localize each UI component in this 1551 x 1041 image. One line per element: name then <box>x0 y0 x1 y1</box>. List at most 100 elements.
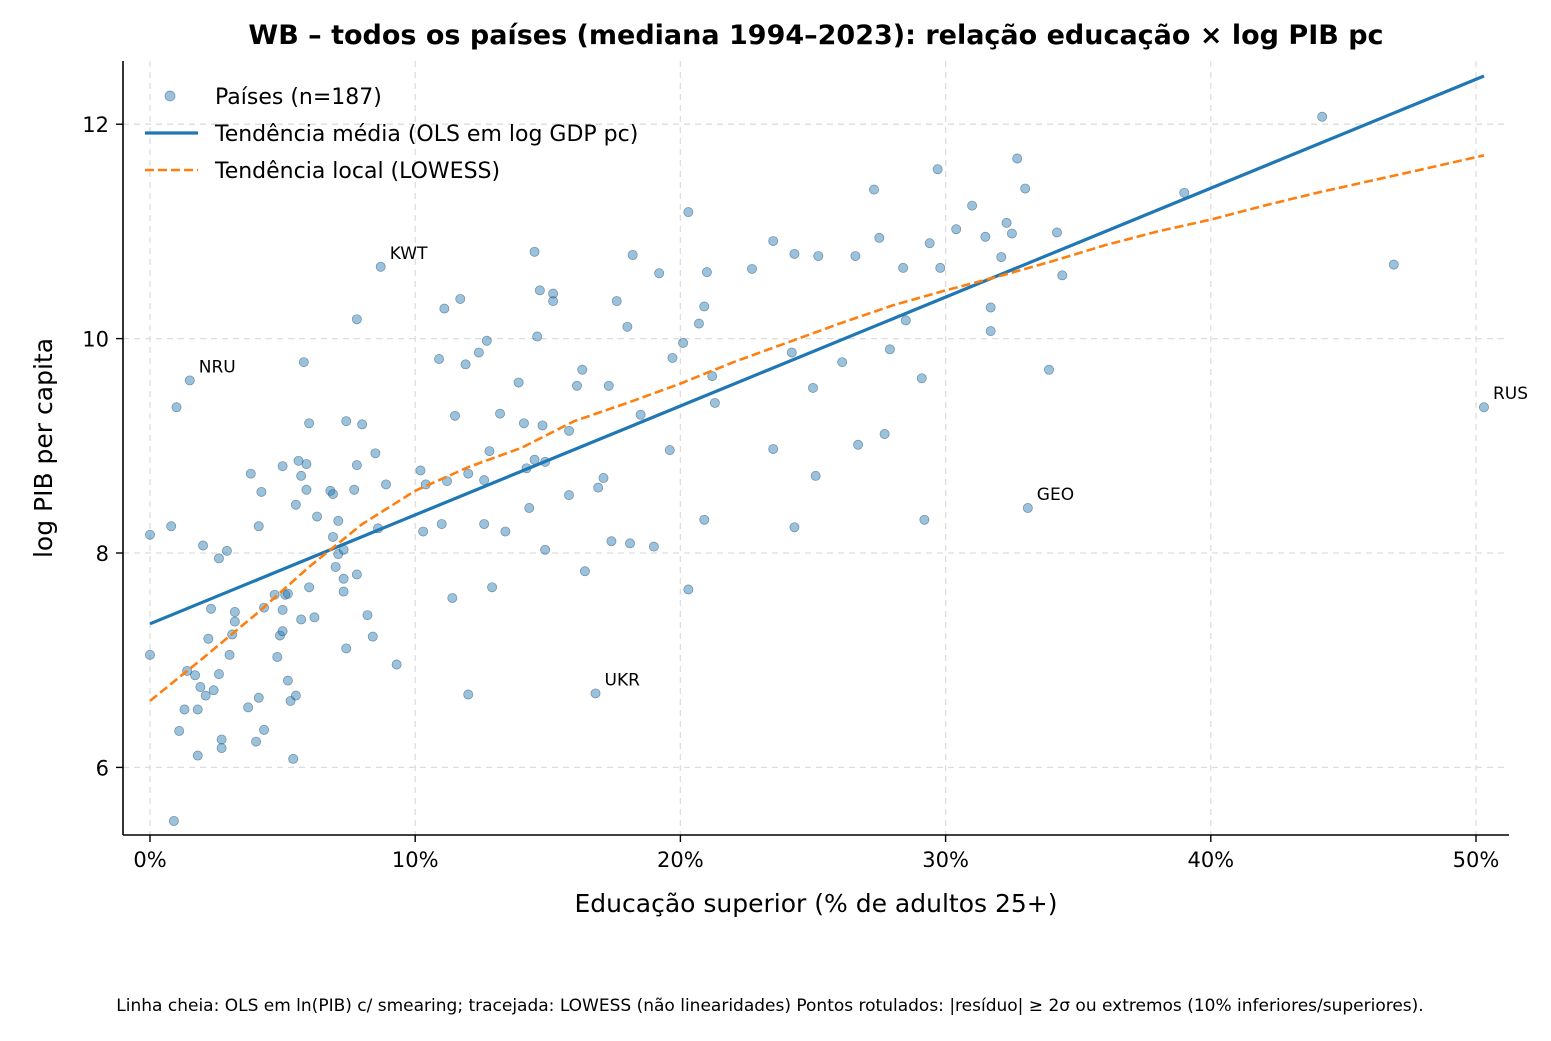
scatter-point <box>648 541 659 552</box>
scatter-point <box>879 429 890 439</box>
scatter-point <box>338 586 349 597</box>
scatter-point <box>450 410 460 421</box>
scatter-point <box>635 409 646 420</box>
scatter-point <box>341 416 352 427</box>
scatter-point <box>304 418 315 429</box>
scatter-point <box>290 499 301 510</box>
point-annotation-label: RUS <box>1493 384 1528 404</box>
scatter-point <box>338 573 349 584</box>
x-tick-label: 10% <box>392 848 439 872</box>
scatter-point <box>479 519 490 530</box>
grid-lines <box>123 61 1509 835</box>
scatter-point <box>611 296 622 307</box>
scatter-point <box>500 526 511 537</box>
scatter-point <box>290 690 301 701</box>
y-tick-label: 6 <box>96 756 109 780</box>
scatter-point <box>916 373 927 384</box>
scatter-point <box>707 371 718 382</box>
y-axis-ticks: 6 8 10 12 <box>82 113 123 780</box>
scatter-point <box>198 540 208 551</box>
scatter-point <box>288 753 299 764</box>
scatter-point <box>298 357 309 368</box>
scatter-point <box>985 326 996 337</box>
scatter-point <box>370 448 381 459</box>
x-tick-label: 50% <box>1453 848 1500 872</box>
scatter-point <box>683 584 694 595</box>
scatter-point <box>349 484 360 495</box>
scatter-points <box>145 111 1489 826</box>
y-tick-label: 12 <box>82 113 109 137</box>
scatter-point <box>301 484 312 495</box>
scatter-point <box>572 380 582 391</box>
scatter-point <box>460 359 471 370</box>
x-tick-label: 0% <box>133 848 166 872</box>
scatter-point <box>694 318 704 329</box>
scatter-point <box>184 375 195 386</box>
scatter-point <box>548 288 559 299</box>
scatter-point <box>171 402 182 413</box>
scatter-point <box>214 553 224 564</box>
chart-title: WB – todos os países (mediana 1994–2023)… <box>248 20 1383 51</box>
scatter-point <box>789 522 800 533</box>
scatter-point <box>455 293 466 304</box>
scatter-point <box>1317 111 1328 122</box>
scatter-point <box>253 521 264 532</box>
scatter-point <box>850 251 861 262</box>
scatter-point <box>813 251 824 262</box>
scatter-point <box>229 616 240 627</box>
scatter-point <box>1052 227 1062 238</box>
scatter-point <box>229 607 240 617</box>
scatter-point <box>328 489 338 499</box>
scatter-point <box>192 750 203 761</box>
scatter-point <box>256 486 267 497</box>
x-tick-label: 20% <box>657 848 704 872</box>
scatter-point <box>221 545 232 556</box>
scatter-point <box>518 418 529 429</box>
scatter-point <box>683 207 694 218</box>
scatter-point <box>439 303 450 314</box>
scatter-point <box>534 285 545 296</box>
scatter-point <box>537 420 548 431</box>
scatter-point <box>333 515 344 526</box>
scatter-point <box>1001 217 1012 228</box>
scatter-point <box>259 724 269 735</box>
scatter-point <box>919 514 930 525</box>
scatter-point <box>1020 183 1031 194</box>
legend-label: Tendência média (OLS em log GDP pc) <box>214 122 638 147</box>
scatter-point <box>351 569 362 580</box>
scatter-point <box>168 816 179 826</box>
scatter-point <box>747 263 757 274</box>
scatter-point <box>190 670 201 681</box>
scatter-point <box>654 268 665 279</box>
scatter-point <box>253 692 264 703</box>
scatter-point <box>330 561 341 572</box>
x-tick-label: 40% <box>1187 848 1234 872</box>
scatter-point <box>487 582 498 593</box>
y-axis-label: log PIB per capita <box>29 338 58 558</box>
scatter-point <box>699 514 710 525</box>
scatter-point <box>174 726 185 736</box>
scatter-point <box>309 612 320 623</box>
scatter-point <box>768 236 779 246</box>
scatter-point <box>625 538 635 549</box>
scatter-point <box>479 475 490 486</box>
scatter-point <box>296 470 307 481</box>
scatter-point <box>622 321 633 332</box>
scatter-point <box>391 659 402 670</box>
scatter-point <box>282 588 293 599</box>
scatter-point <box>701 267 712 278</box>
scatter-point <box>789 248 800 259</box>
trend-lines <box>149 74 1485 702</box>
scatter-point <box>540 544 551 555</box>
scatter-point <box>590 688 601 699</box>
x-axis-ticks: 0% 10% 20% 30% 40% 50% <box>133 835 1499 872</box>
scatter-point <box>463 468 474 479</box>
scatter-point <box>312 511 323 522</box>
scatter-point <box>381 479 391 490</box>
y-tick-label: 8 <box>96 542 109 566</box>
scatter-point <box>145 529 155 540</box>
lowess-trend-line <box>149 154 1485 702</box>
scatter-point <box>900 315 911 326</box>
scatter-point <box>434 354 445 364</box>
